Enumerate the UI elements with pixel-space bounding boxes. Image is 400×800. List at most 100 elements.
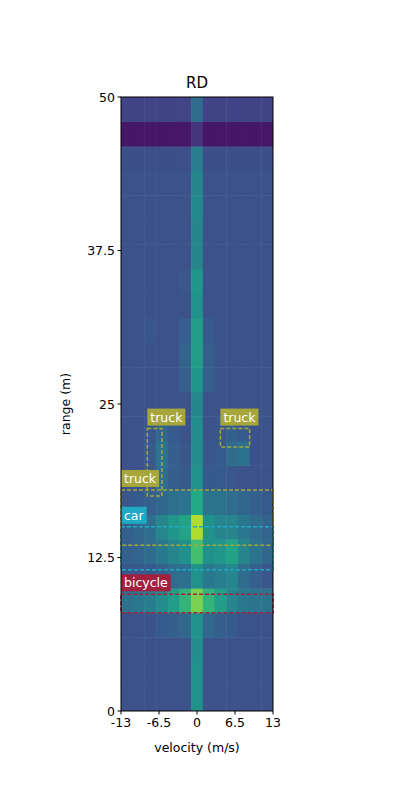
cell <box>226 613 238 638</box>
cell <box>250 367 262 392</box>
cell <box>156 220 168 245</box>
cell <box>238 662 250 687</box>
cell <box>226 195 238 220</box>
cell <box>250 343 262 368</box>
cell <box>168 343 180 368</box>
x-axis-label: velocity (m/s) <box>154 740 239 755</box>
cell <box>179 490 191 515</box>
label-text: car <box>124 508 145 523</box>
cell <box>203 465 215 490</box>
cell <box>203 367 215 392</box>
cell <box>144 146 156 171</box>
cell <box>215 343 227 368</box>
cell <box>144 662 156 687</box>
cell <box>179 293 191 318</box>
cell <box>144 318 156 343</box>
cell <box>191 686 203 711</box>
label-bg <box>220 409 258 426</box>
cell <box>261 244 273 269</box>
cell <box>144 613 156 638</box>
cell <box>168 220 180 245</box>
cell <box>238 465 250 490</box>
x-tick <box>197 711 198 715</box>
cell <box>168 146 180 171</box>
cell <box>250 269 262 294</box>
cell <box>156 122 168 147</box>
cell <box>191 490 203 515</box>
cell <box>156 662 168 687</box>
cell <box>191 269 203 294</box>
cell <box>261 441 273 466</box>
cell <box>191 343 203 368</box>
cell <box>121 441 133 466</box>
cell <box>168 122 180 147</box>
cell <box>168 171 180 196</box>
cell <box>121 343 133 368</box>
cell <box>250 686 262 711</box>
cell <box>238 490 250 515</box>
cell <box>250 490 262 515</box>
cell <box>226 244 238 269</box>
cell <box>168 318 180 343</box>
cell <box>191 416 203 441</box>
cell <box>250 122 262 147</box>
cell <box>238 637 250 662</box>
cell <box>215 490 227 515</box>
cell <box>121 539 133 564</box>
cell <box>179 662 191 687</box>
x-tick <box>273 711 274 715</box>
cell <box>203 441 215 466</box>
cell <box>121 146 133 171</box>
cell <box>144 293 156 318</box>
y-tick-label: 37.5 <box>87 243 115 258</box>
annotation-label: truck <box>220 409 258 426</box>
cell <box>121 416 133 441</box>
cell <box>156 686 168 711</box>
label-bg <box>147 409 185 426</box>
cell <box>144 588 156 613</box>
cell <box>121 613 133 638</box>
cell <box>179 269 191 294</box>
cell <box>238 122 250 147</box>
cell <box>203 318 215 343</box>
cell <box>191 122 203 147</box>
cell <box>168 465 180 490</box>
cell <box>250 220 262 245</box>
cell <box>250 662 262 687</box>
cell <box>179 343 191 368</box>
cell <box>179 564 191 589</box>
cell <box>121 318 133 343</box>
cell <box>261 613 273 638</box>
cell <box>250 564 262 589</box>
cell <box>179 122 191 147</box>
cell <box>261 318 273 343</box>
cell <box>226 539 238 564</box>
annotation-label: truck <box>121 470 159 487</box>
cell <box>121 637 133 662</box>
cell <box>261 195 273 220</box>
cell <box>179 637 191 662</box>
cell <box>226 122 238 147</box>
cell <box>226 97 238 122</box>
cell <box>191 564 203 589</box>
cell <box>133 613 145 638</box>
cell <box>133 662 145 687</box>
cell <box>156 367 168 392</box>
annotation-box <box>121 490 273 545</box>
cell <box>168 686 180 711</box>
cell <box>261 122 273 147</box>
cell <box>226 293 238 318</box>
cell <box>156 539 168 564</box>
annotation-box <box>121 527 273 570</box>
cell <box>203 244 215 269</box>
cell <box>133 588 145 613</box>
cell <box>250 441 262 466</box>
cell <box>156 171 168 196</box>
cell <box>191 465 203 490</box>
cell <box>168 269 180 294</box>
heatmap <box>121 97 273 711</box>
x-tick <box>235 711 236 715</box>
cell <box>133 343 145 368</box>
y-axis-label: range (m) <box>58 373 73 435</box>
cell <box>121 171 133 196</box>
